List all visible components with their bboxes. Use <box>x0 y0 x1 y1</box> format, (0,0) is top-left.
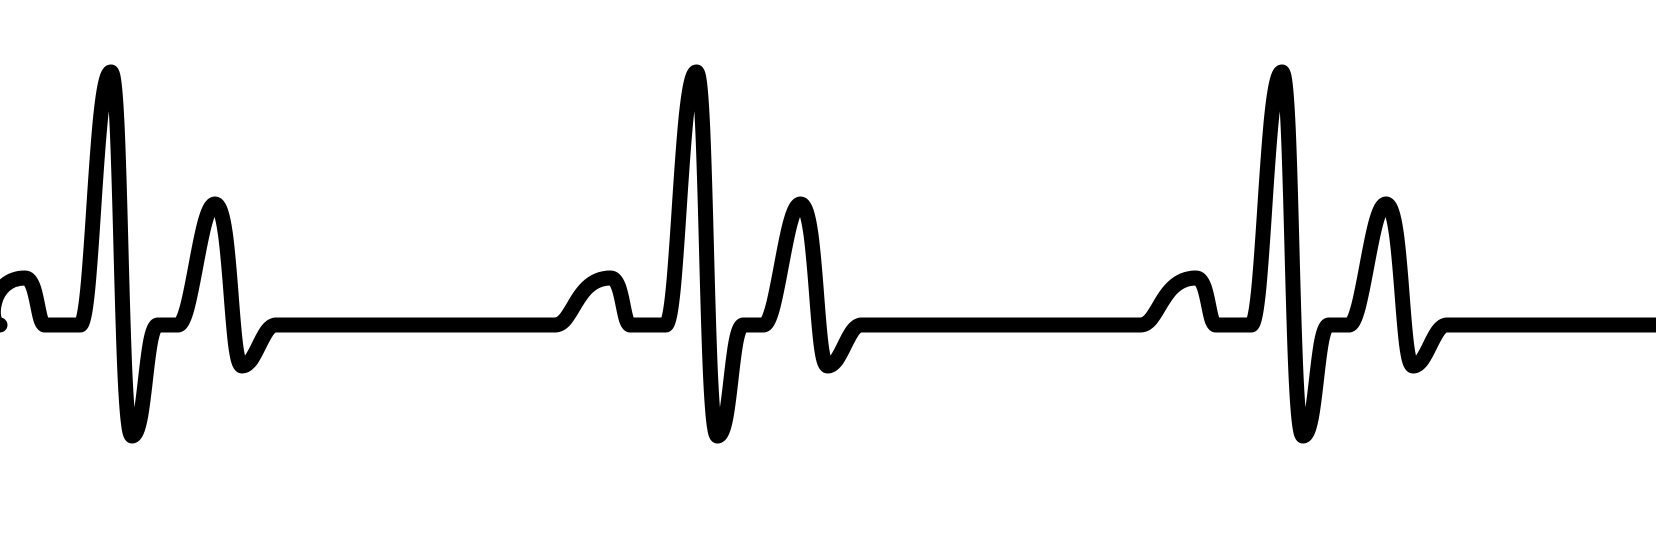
ecg-trace <box>0 64 1656 444</box>
